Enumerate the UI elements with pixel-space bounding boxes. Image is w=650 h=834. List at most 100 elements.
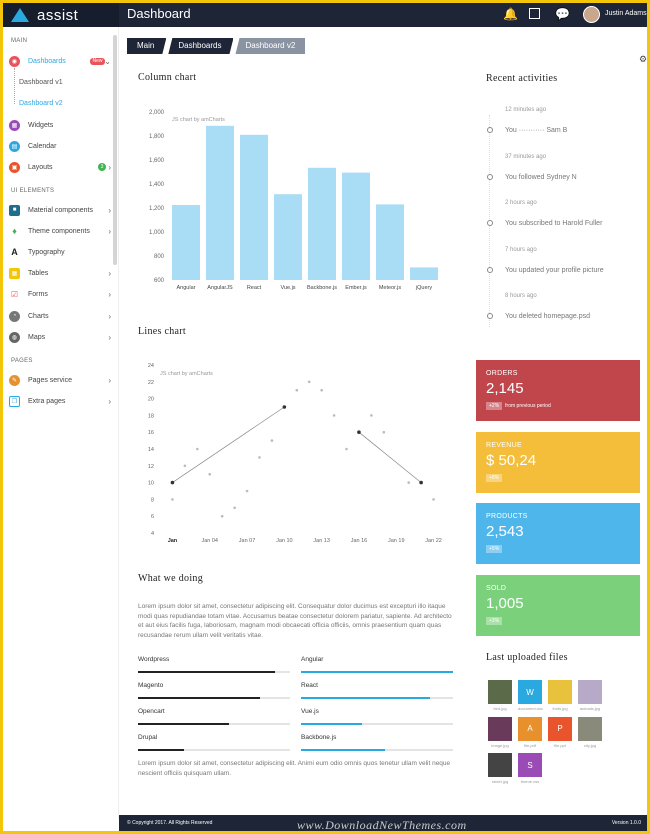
skill-item: Vue.js xyxy=(301,708,453,725)
pencil-icon: ✎ xyxy=(9,374,20,386)
skill-name: Angular xyxy=(301,656,324,663)
breadcrumb: Main Dashboards Dashboard v2 xyxy=(127,38,307,54)
activity-dot-icon xyxy=(487,266,493,273)
sidebar-item-maps[interactable]: ◍ Maps › xyxy=(9,330,113,344)
scatter-point xyxy=(407,481,410,484)
user-name[interactable]: Justin Adams xyxy=(605,10,647,17)
y-tick-label: 1,400 xyxy=(149,182,165,188)
sidebar-item-tables[interactable]: ▦ Tables › xyxy=(9,266,113,280)
skill-track xyxy=(138,697,290,699)
y-tick-label: 18 xyxy=(148,413,154,419)
file-thumb-icon xyxy=(578,680,602,704)
activity-text[interactable]: You subscribed to Harold Fuller xyxy=(505,220,603,227)
sidebar-item-label: Forms xyxy=(28,290,48,298)
sidebar-item-layouts[interactable]: ▣ Layouts 3 › xyxy=(9,160,113,174)
stat-sub: +2% from previous period xyxy=(486,402,551,410)
file-thumb-icon: P xyxy=(548,716,572,741)
sidebar-item-label: Widgets xyxy=(28,121,54,129)
sidebar-scrollbar[interactable] xyxy=(113,35,117,265)
stat-card-products[interactable]: PRODUCTS 2,543 +5% xyxy=(476,503,640,564)
y-tick-label: 2,000 xyxy=(149,110,165,116)
sidebar-item-dashboard-v2[interactable]: Dashboard v2 xyxy=(19,100,63,107)
sidebar-item-dashboard-v1[interactable]: Dashboard v1 xyxy=(19,79,63,86)
bar xyxy=(410,267,438,280)
sidebar-item-pages-service[interactable]: ✎ Pages service › xyxy=(9,373,113,387)
lines-chart-title: Lines chart xyxy=(138,326,187,337)
calendar-icon[interactable] xyxy=(529,8,540,19)
breadcrumb-dashboard-v2[interactable]: Dashboard v2 xyxy=(235,38,306,54)
skill-item: Magento xyxy=(138,682,290,699)
file-item[interactable]: bird.jpg xyxy=(488,680,512,711)
sidebar-item-label: Material components xyxy=(28,206,93,214)
sidebar-item-forms[interactable]: ☑ Forms › xyxy=(9,287,113,301)
file-item[interactable]: street.jpg xyxy=(488,753,512,784)
y-tick-label: 12 xyxy=(148,464,154,470)
chevron-right-icon: › xyxy=(108,268,111,278)
stat-card-revenue[interactable]: REVENUE $ 50,24 +8% xyxy=(476,431,640,493)
skill-item: React xyxy=(301,682,453,699)
stat-label: REVENUE xyxy=(486,441,522,449)
activity-text[interactable]: You followed Sydney N xyxy=(505,173,577,181)
sidebar-item-extra-pages[interactable]: ❐ Extra pages › xyxy=(9,394,113,408)
stat-sub: +5% xyxy=(486,545,505,553)
x-tick-label: Meteor.js xyxy=(379,285,402,291)
chart-credit: JS chart by amCharts xyxy=(160,371,213,377)
skill-name: Drupal xyxy=(138,734,158,741)
activity-text[interactable]: You deleted homepage.psd xyxy=(505,313,590,320)
settings-icon[interactable]: ⚙ xyxy=(639,54,647,64)
breadcrumb-main[interactable]: Main xyxy=(127,38,166,54)
column-chart-title: Column chart xyxy=(138,72,197,83)
sidebar-item-calendar[interactable]: ▤ Calendar xyxy=(9,139,113,153)
skill-fill xyxy=(301,671,453,673)
sidebar-item-label: Maps xyxy=(28,333,46,341)
y-tick-label: 6 xyxy=(151,514,154,520)
sidebar-item-widgets[interactable]: ▦ Widgets xyxy=(9,118,113,132)
activity-time: 8 hours ago xyxy=(505,293,537,299)
chat-icon[interactable]: 💬 xyxy=(555,7,570,21)
stat-card-sold[interactable]: SOLD 1,005 +3% xyxy=(476,574,640,636)
sidebar-item-theme[interactable]: ♦ Theme components › xyxy=(9,224,113,238)
sidebar-item-material[interactable]: ■ Material components › xyxy=(9,203,113,217)
skill-track xyxy=(138,723,290,725)
chevron-right-icon: › xyxy=(108,311,111,321)
y-tick-label: 24 xyxy=(148,363,154,369)
y-tick-label: 10 xyxy=(148,481,154,487)
sidebar-item-dashboards[interactable]: ◉ Dashboards New ⌄ xyxy=(9,54,113,68)
file-name: street.jpg xyxy=(491,779,509,784)
file-item[interactable]: city.jpg xyxy=(578,716,602,748)
file-thumb-icon: W xyxy=(518,680,542,704)
chevron-right-icon: › xyxy=(108,396,111,406)
x-tick-label: Angular xyxy=(177,285,196,291)
line-point xyxy=(357,430,361,434)
logo-text: assist xyxy=(37,6,79,24)
stat-label: ORDERS xyxy=(486,370,518,377)
avatar[interactable] xyxy=(583,6,600,23)
activity-text[interactable]: You updated your profile picture xyxy=(505,266,604,274)
activity-text[interactable]: You ··········· Sam B xyxy=(505,127,568,134)
sidebar-item-label: Theme components xyxy=(28,227,90,235)
activity-item: 12 minutes ago You ··········· Sam B xyxy=(485,107,635,134)
lines-chart: 24 22 20 18 16 14 12 10 8 6 4 JS chart by amCharts J… xyxy=(148,363,442,544)
file-item[interactable]: image.jpg xyxy=(488,716,512,748)
file-item[interactable]: animals.jpg xyxy=(578,680,602,711)
y-tick-label: 600 xyxy=(154,278,165,284)
stat-value: 2,145 xyxy=(486,380,524,397)
scatter-point xyxy=(382,430,386,434)
sidebar-item-typography[interactable]: A Typography xyxy=(9,245,113,259)
file-name: file.ppt xyxy=(554,742,566,748)
breadcrumb-dashboards[interactable]: Dashboards xyxy=(168,38,233,54)
skill-name: React xyxy=(301,682,318,689)
stat-card-orders[interactable]: ORDERS 2,145 +2% from previous period xyxy=(476,360,640,421)
bell-icon[interactable]: 🔔 xyxy=(503,7,518,21)
map-icon: ◍ xyxy=(9,331,20,343)
sidebar-item-charts[interactable]: ◔ Charts › xyxy=(9,309,113,323)
file-item[interactable]: fruits.jpg xyxy=(548,680,572,711)
scatter-point xyxy=(233,506,236,510)
logo[interactable]: assist xyxy=(3,3,119,27)
scatter-point xyxy=(307,380,311,384)
x-tick-label: Jan 13 xyxy=(313,538,330,544)
